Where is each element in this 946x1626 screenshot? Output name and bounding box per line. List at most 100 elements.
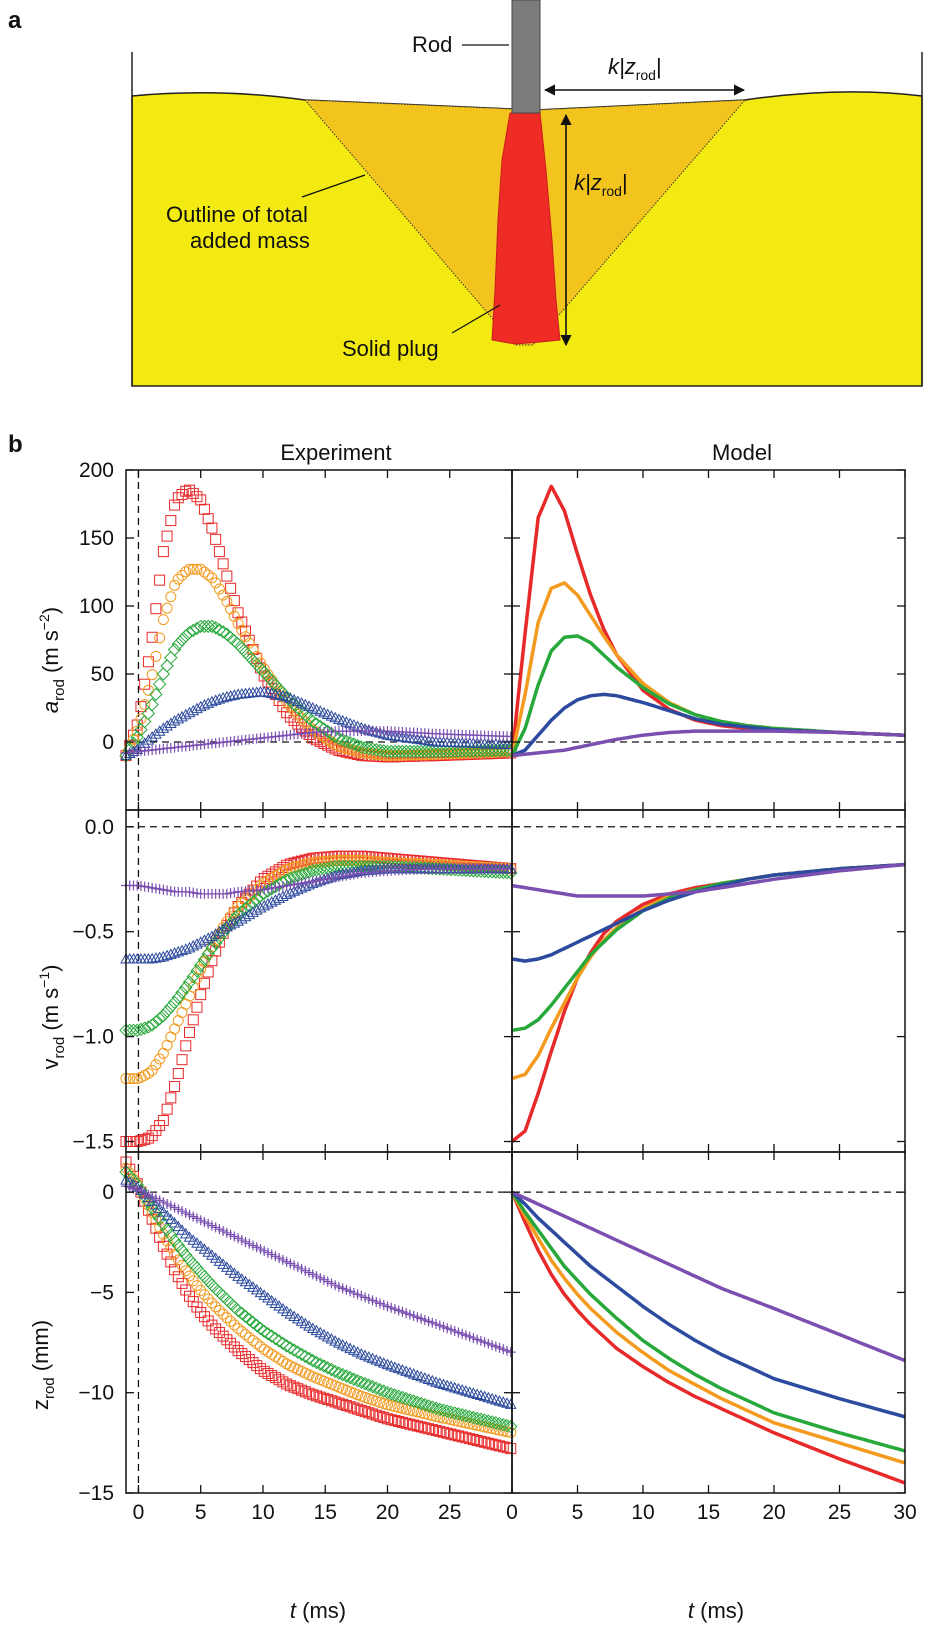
- data-point: [198, 503, 210, 515]
- data-point: [500, 1418, 514, 1433]
- data-point: [485, 1415, 499, 1429]
- data-point: [238, 901, 253, 916]
- outline-label-line-1: Outline of total: [166, 202, 308, 227]
- data-point: [339, 734, 354, 748]
- data-point: [205, 941, 219, 955]
- data-point: [169, 1264, 181, 1276]
- data-point: [367, 855, 379, 867]
- series-line: [510, 484, 906, 756]
- data-point: [429, 1401, 443, 1416]
- data-point: [206, 1297, 218, 1309]
- data-point: [232, 1323, 244, 1335]
- data-point: [169, 499, 181, 511]
- y-tick-label: −0.5: [73, 921, 114, 944]
- data-point: [206, 695, 218, 707]
- data-point: [482, 1437, 494, 1449]
- data-point: [404, 732, 416, 743]
- data-point: [445, 1380, 457, 1392]
- x-tick-label: 0: [133, 1501, 145, 1524]
- xlabel-experiment-t: t: [290, 1598, 297, 1623]
- data-point: [460, 1432, 472, 1444]
- panel-b-label: b: [8, 431, 23, 458]
- data-point: [296, 712, 308, 724]
- data-point: [486, 1392, 498, 1404]
- data-point: [459, 1408, 473, 1423]
- data-point: [160, 1004, 174, 1018]
- plot-frame: [511, 469, 906, 811]
- data-point: [269, 1372, 281, 1384]
- data-point: [217, 1308, 229, 1320]
- data-point: [273, 1374, 285, 1386]
- data-point: [344, 854, 356, 866]
- data-point: [238, 1309, 253, 1324]
- data-point: [253, 1321, 268, 1336]
- series-orange: [510, 1191, 906, 1465]
- data-point: [167, 642, 182, 657]
- data-point: [266, 1348, 278, 1360]
- data-point: [448, 1406, 462, 1420]
- series-line: [510, 1190, 906, 1419]
- data-point: [213, 546, 225, 558]
- data-point: [198, 566, 210, 578]
- data-point: [154, 632, 166, 644]
- data-point: [236, 897, 248, 909]
- series-red: [120, 1156, 517, 1455]
- data-point: [298, 1349, 313, 1364]
- x-tick-label: 10: [251, 1501, 274, 1524]
- horizontal-dim-k: k: [608, 54, 620, 79]
- data-point: [167, 1233, 182, 1248]
- data-point: [299, 1386, 311, 1398]
- data-point: [213, 928, 225, 940]
- subplot-model-acceleration: [510, 469, 906, 811]
- data-point: [466, 1410, 481, 1425]
- data-point: [475, 1389, 487, 1401]
- data-point: [169, 579, 181, 591]
- data-point: [262, 669, 274, 681]
- x-tick-label: 20: [376, 1501, 399, 1524]
- data-point: [306, 1353, 320, 1368]
- data-point: [407, 732, 420, 744]
- data-point: [262, 1367, 274, 1379]
- data-point: [273, 1353, 285, 1365]
- data-point: [135, 701, 147, 713]
- data-point: [139, 699, 151, 711]
- data-point: [157, 546, 169, 558]
- data-point: [344, 1401, 356, 1413]
- data-point: [303, 1387, 315, 1399]
- vertical-dim-sub: rod: [602, 183, 622, 199]
- data-point: [408, 1419, 420, 1431]
- data-point: [281, 859, 293, 871]
- series-purple: [511, 1190, 906, 1363]
- data-point: [262, 1346, 274, 1358]
- data-point: [393, 1415, 405, 1427]
- data-point: [505, 1347, 516, 1358]
- data-point: [452, 1415, 464, 1427]
- data-point: [221, 1312, 233, 1324]
- data-point: [176, 944, 188, 956]
- data-point: [296, 1384, 308, 1396]
- data-point: [370, 1409, 382, 1421]
- data-point: [191, 563, 203, 575]
- data-point: [146, 730, 158, 742]
- data-point: [171, 1238, 186, 1253]
- data-point: [311, 1390, 323, 1402]
- data-point: [449, 1429, 461, 1441]
- y-tick-label: −10: [78, 1382, 114, 1405]
- data-point: [294, 1347, 309, 1361]
- ylabel-velocity: vrod (m s−1): [36, 965, 68, 1070]
- data-point: [175, 1243, 189, 1257]
- data-point: [478, 1390, 491, 1402]
- data-point: [150, 1198, 162, 1210]
- data-point: [142, 1068, 154, 1080]
- data-point: [243, 1354, 255, 1366]
- column-title-experiment: Experiment: [280, 440, 391, 465]
- panel-b: b Experiment Model arod (m s−2) vrod (m …: [8, 431, 917, 1623]
- y-tick-label: −5: [90, 1281, 114, 1304]
- data-point: [156, 1217, 171, 1231]
- data-point: [182, 1253, 197, 1267]
- data-point: [340, 854, 352, 866]
- data-point: [352, 854, 364, 866]
- data-point: [303, 878, 315, 890]
- data-point: [284, 711, 296, 723]
- data-point: [171, 990, 186, 1005]
